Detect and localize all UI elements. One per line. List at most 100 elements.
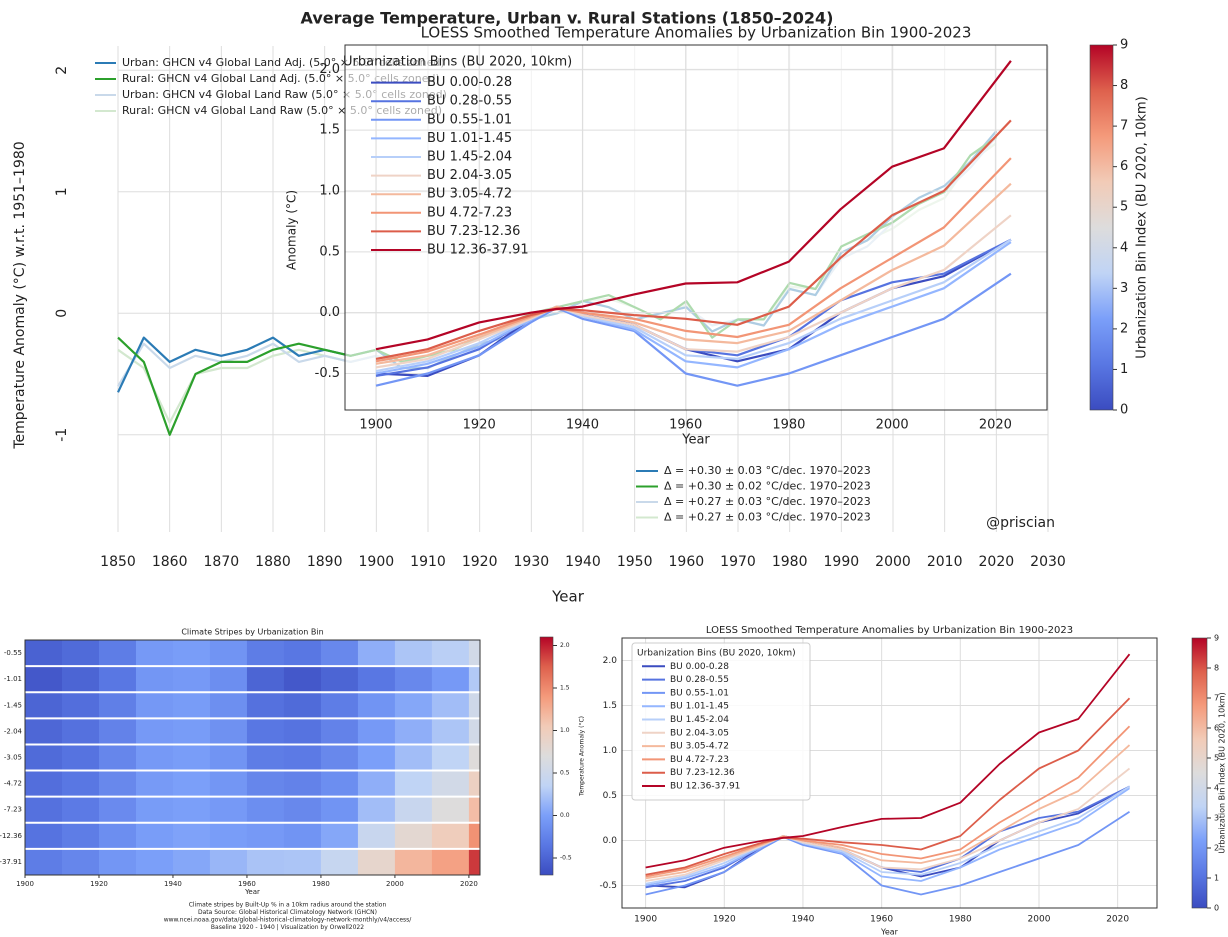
stripe-cell [283, 640, 322, 667]
x-tick-label: 1980 [772, 554, 808, 570]
legend-label: BU 1.01-1.45 [670, 702, 729, 712]
legend-label: BU 1.01-1.45 [427, 131, 512, 146]
y-tick-label: 0.5 [603, 791, 617, 801]
stripe-cell [25, 796, 63, 823]
annotation: @priscian [986, 515, 1055, 531]
stripe-cell [61, 848, 100, 875]
stripe-cell [431, 848, 470, 875]
stripe-cell [98, 770, 137, 797]
stripe-cell [357, 770, 396, 797]
stripe-cell [172, 744, 211, 771]
colorbar-tick-label: 9 [1120, 38, 1128, 53]
stripe-cell [283, 666, 322, 693]
series-line [375, 238, 1012, 373]
stripe-cell [394, 796, 433, 823]
y-axis-label: Temperature Anomaly (°C) w.r.t. 1951–198… [12, 141, 28, 449]
series-line [375, 182, 1012, 365]
colorbar-tick-label: 6 [1214, 724, 1219, 733]
colorbar-tick-label: 1 [1120, 362, 1128, 377]
legend-title: Urbanization Bins (BU 2020, 10km) [637, 649, 796, 659]
stripe-cell [135, 822, 174, 849]
colorbar-tick-label: 7 [1214, 694, 1219, 703]
stripe-cell [320, 822, 359, 849]
stripe-cell [246, 822, 285, 849]
colorbar-tick-label: 4 [1214, 784, 1219, 793]
stripe-cell [394, 718, 433, 745]
legend-label: BU 3.05-4.72 [670, 742, 729, 752]
stripe-cell [61, 770, 100, 797]
x-tick-label: 1910 [410, 554, 446, 570]
stripe-cell [209, 744, 248, 771]
colorbar-tick-label: 8 [1120, 78, 1128, 93]
legend-label: BU 0.55-1.01 [427, 112, 512, 127]
colorbar-label: Urbanization Bin Index (BU 2020, 10km) [1135, 96, 1150, 358]
legend-label: BU 7.23-12.36 [670, 768, 735, 778]
stripe-cell [61, 640, 100, 667]
axes-frame [344, 44, 1048, 411]
legend-label: BU 1.45-2.04 [670, 715, 729, 725]
series-line [645, 653, 1131, 869]
trend-label: Δ = +0.30 ± 0.02 °C/dec. 1970–2023 [664, 480, 871, 493]
x-tick-label: 1980 [949, 915, 972, 925]
stripe-cell [431, 822, 470, 849]
y-tick-label: 0.5 [319, 244, 340, 259]
colorbar-gradient [539, 636, 554, 876]
x-tick-label: 1940 [792, 915, 815, 925]
y-tick-label: 1.5 [319, 123, 340, 138]
x-axis-label: Year [551, 588, 585, 606]
y-tick-label: -0.5 [599, 881, 617, 891]
y-tick-label: 2.0 [319, 62, 340, 77]
y-tick-label: 0.0 [603, 836, 618, 846]
x-tick-label: 2000 [876, 418, 909, 433]
chart-title: LOESS Smoothed Temperature Anomalies by … [706, 625, 1073, 636]
stripe-cell [283, 796, 322, 823]
stripe-cell [320, 718, 359, 745]
x-tick-label: 2020 [460, 880, 478, 888]
legend-label: BU 0.00-0.28 [427, 75, 512, 90]
chart-title: LOESS Smoothed Temperature Anomalies by … [421, 24, 972, 42]
legend-label: BU 12.36-37.91 [670, 782, 740, 792]
series-line [645, 767, 1131, 882]
x-tick-label: 2020 [1106, 915, 1129, 925]
stripe-cell [431, 718, 470, 745]
stripe-cell [98, 718, 137, 745]
series-line [645, 725, 1131, 878]
stripe-cell [394, 692, 433, 719]
stripe-cell [357, 796, 396, 823]
stripe-cell [172, 718, 211, 745]
stripe-cell [98, 640, 137, 667]
stripe-cell [25, 848, 63, 875]
colorbar-tick-label: 0.5 [560, 770, 570, 777]
x-tick-label: 2020 [979, 418, 1012, 433]
row-label: -37.91 [0, 858, 22, 866]
stripe-cell [431, 744, 470, 771]
colorbar-gradient [1089, 44, 1114, 411]
row-label: -4.72 [4, 780, 22, 788]
footnote: www.ncei.noaa.gov/data/global-historical… [164, 917, 413, 924]
stripe-cell [135, 640, 174, 667]
colorbar-tick-label: 3 [1120, 281, 1128, 296]
stripe-cell [61, 666, 100, 693]
x-tick-label: 1940 [566, 418, 599, 433]
legend-label: BU 12.36-37.91 [427, 243, 529, 258]
stripe-cell [25, 718, 63, 745]
stripe-cell [357, 848, 396, 875]
chart-title: Climate Stripes by Urbanization Bin [181, 628, 323, 637]
colorbar-tick-label: 3 [1214, 814, 1219, 823]
colorbar: 0 1 2 3 4 5 6 7 8 9 Urbanization Bin Index (BU 202… [1191, 634, 1227, 913]
colorbar-tick-label: 8 [1214, 664, 1219, 673]
x-tick-label: 1920 [713, 915, 736, 925]
colorbar-tick-label: 0.0 [560, 812, 570, 819]
stripe-cell [98, 666, 137, 693]
series-line [645, 787, 1130, 887]
colorbar-tick-label: 2 [1120, 321, 1128, 336]
colorbar-tick-label: 1.5 [560, 685, 570, 692]
stripe-cell [320, 796, 359, 823]
stripe-cell [209, 796, 248, 823]
stripe-cell [468, 848, 481, 875]
stripe-cell [135, 744, 174, 771]
footnote: Data Source: Global Historical Climatolo… [198, 909, 377, 916]
series-line [645, 697, 1131, 876]
axes-frame [621, 637, 1158, 909]
